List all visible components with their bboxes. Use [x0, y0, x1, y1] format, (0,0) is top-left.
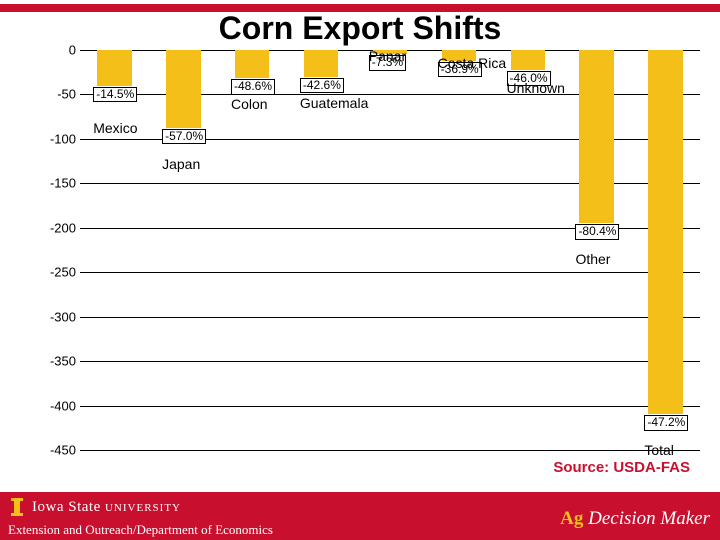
footer-subtitle: Extension and Outreach/Department of Eco…	[8, 522, 273, 538]
bar-pct-label: -57.0%	[162, 129, 206, 144]
gridline	[80, 406, 700, 407]
y-tick-label: -250	[36, 265, 76, 280]
bar-pct-label: -14.5%	[93, 87, 137, 102]
isu-wordmark: Iowa State UNIVERSITY	[32, 499, 181, 516]
gridline	[80, 317, 700, 318]
isu-mark-icon	[8, 496, 26, 518]
bar	[579, 50, 613, 223]
y-tick-label: -50	[36, 87, 76, 102]
source-citation: Source: USDA-FAS	[553, 459, 690, 476]
y-tick-label: -400	[36, 398, 76, 413]
chart-plot-area: 0-50-100-150-200-250-300-350-400-450-14.…	[80, 50, 700, 450]
gridline	[80, 450, 700, 451]
slide-root: Corn Export Shifts Million bushels 0-50-…	[0, 0, 720, 540]
bar-pct-label: -80.4%	[575, 224, 619, 239]
bar	[648, 50, 682, 414]
bar-category-label: Japan	[162, 156, 200, 172]
bar	[166, 50, 200, 128]
bar	[97, 50, 131, 86]
chart-container: Million bushels 0-50-100-150-200-250-300…	[20, 50, 700, 450]
bar-pct-label: -47.2%	[644, 415, 688, 430]
bar-pct-label: -42.6%	[300, 78, 344, 93]
isu-script: Iowa State	[32, 499, 101, 515]
y-tick-label: 0	[36, 43, 76, 58]
y-tick-label: -150	[36, 176, 76, 191]
y-tick-label: -200	[36, 220, 76, 235]
bar-category-label: Panar	[369, 48, 406, 64]
bar	[304, 50, 338, 77]
bar-pct-label: -48.6%	[231, 79, 275, 94]
gridline	[80, 272, 700, 273]
bar	[511, 50, 545, 70]
y-tick-label: -100	[36, 131, 76, 146]
y-tick-label: -350	[36, 354, 76, 369]
bar-category-label: Other	[575, 251, 610, 267]
bar-category-label: Unknown	[507, 80, 565, 96]
bar-category-label: Total	[644, 442, 674, 458]
agmaker-rest: Decision Maker	[583, 508, 710, 529]
bar-category-label: Costa Rica	[438, 55, 506, 71]
bar-category-label: Guatemala	[300, 95, 368, 111]
bar-category-label: Colon	[231, 96, 268, 112]
footer-bar: Iowa State UNIVERSITY Extension and Outr…	[0, 492, 720, 540]
bar-category-label: Mexico	[93, 120, 137, 136]
y-tick-label: -300	[36, 309, 76, 324]
ag-decision-maker-logo: Ag Decision Maker	[560, 508, 710, 530]
y-tick-label: -450	[36, 443, 76, 458]
agmaker-prefix: Ag	[560, 508, 583, 529]
isu-caps: UNIVERSITY	[105, 502, 181, 514]
bar	[235, 50, 269, 78]
page-title: Corn Export Shifts	[0, 10, 720, 47]
gridline	[80, 361, 700, 362]
isu-logo: Iowa State UNIVERSITY	[8, 496, 181, 518]
